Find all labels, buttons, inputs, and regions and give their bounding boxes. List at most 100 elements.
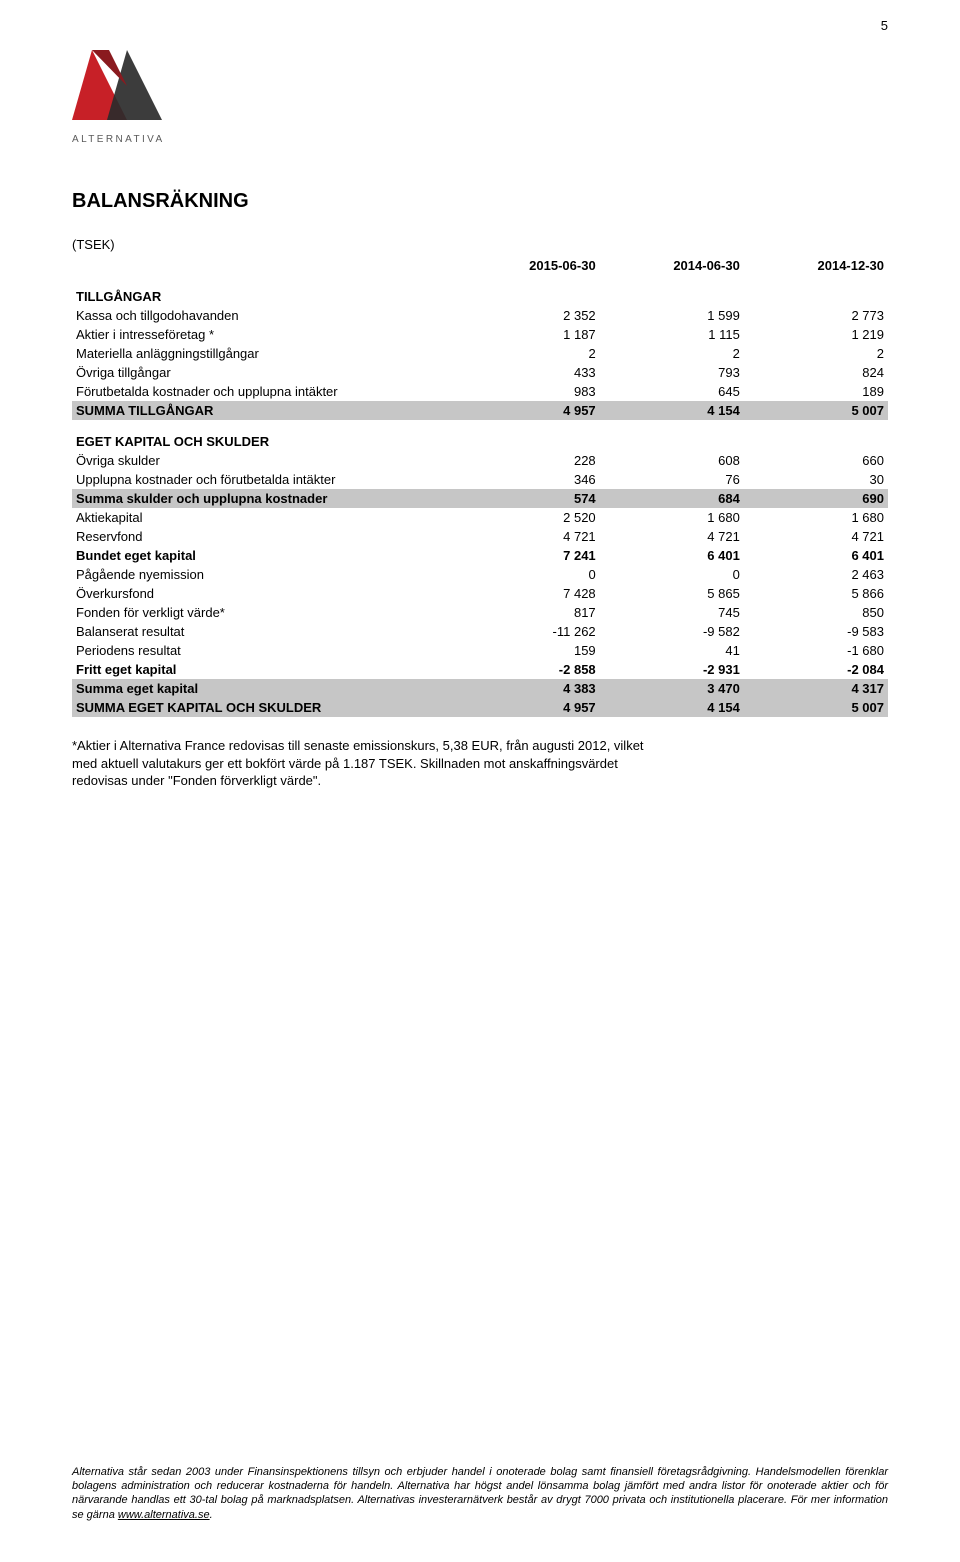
row-label: Summa skulder och upplupna kostnader bbox=[72, 489, 456, 508]
table-row: Pågående nyemission002 463 bbox=[72, 565, 888, 584]
cell-value: 2 bbox=[456, 344, 600, 363]
cell-value: 4 957 bbox=[456, 401, 600, 420]
cell-value: 4 721 bbox=[600, 527, 744, 546]
row-label: Balanserat resultat bbox=[72, 622, 456, 641]
cell-value: 4 317 bbox=[744, 679, 888, 698]
cell-value: 660 bbox=[744, 451, 888, 470]
cell-value: 2 bbox=[744, 344, 888, 363]
cell-value: 2 773 bbox=[744, 306, 888, 325]
page-title: BALANSRÄKNING bbox=[72, 190, 888, 213]
table-row: Upplupna kostnader och förutbetalda intä… bbox=[72, 470, 888, 489]
cell-value: 1 680 bbox=[744, 508, 888, 527]
cell-value: 2 520 bbox=[456, 508, 600, 527]
cell-value: 983 bbox=[456, 382, 600, 401]
cell-value bbox=[600, 275, 744, 306]
row-label: Förutbetalda kostnader och upplupna intä… bbox=[72, 382, 456, 401]
cell-value: 228 bbox=[456, 451, 600, 470]
row-label: Övriga tillgångar bbox=[72, 363, 456, 382]
row-label: EGET KAPITAL OCH SKULDER bbox=[72, 420, 456, 451]
table-row: Aktiekapital2 5201 6801 680 bbox=[72, 508, 888, 527]
col-header-empty bbox=[72, 256, 456, 275]
cell-value: -9 583 bbox=[744, 622, 888, 641]
cell-value: 159 bbox=[456, 641, 600, 660]
row-label: Upplupna kostnader och förutbetalda intä… bbox=[72, 470, 456, 489]
footnote-line: redovisas under "Fonden förverkligt värd… bbox=[72, 772, 888, 790]
table-row: Reservfond4 7214 7214 721 bbox=[72, 527, 888, 546]
row-label: Aktiekapital bbox=[72, 508, 456, 527]
cell-value: 189 bbox=[744, 382, 888, 401]
cell-value: 433 bbox=[456, 363, 600, 382]
cell-value: 608 bbox=[600, 451, 744, 470]
cell-value: 2 bbox=[600, 344, 744, 363]
table-row: Överkursfond7 4285 8655 866 bbox=[72, 584, 888, 603]
cell-value: 76 bbox=[600, 470, 744, 489]
cell-value: 30 bbox=[744, 470, 888, 489]
cell-value: 3 470 bbox=[600, 679, 744, 698]
cell-value bbox=[456, 420, 600, 451]
cell-value: -1 680 bbox=[744, 641, 888, 660]
col-header-2014-12-30: 2014-12-30 bbox=[744, 256, 888, 275]
cell-value: -2 858 bbox=[456, 660, 600, 679]
cell-value: -2 084 bbox=[744, 660, 888, 679]
cell-value bbox=[744, 275, 888, 306]
cell-value: 645 bbox=[600, 382, 744, 401]
cell-value: 574 bbox=[456, 489, 600, 508]
cell-value: 817 bbox=[456, 603, 600, 622]
table-row: Periodens resultat15941-1 680 bbox=[72, 641, 888, 660]
cell-value: 850 bbox=[744, 603, 888, 622]
cell-value: 5 865 bbox=[600, 584, 744, 603]
cell-value: 6 401 bbox=[744, 546, 888, 565]
footnote-line: med aktuell valutakurs ger ett bokfört v… bbox=[72, 755, 888, 773]
row-label: TILLGÅNGAR bbox=[72, 275, 456, 306]
row-label: Överkursfond bbox=[72, 584, 456, 603]
cell-value bbox=[744, 420, 888, 451]
currency-unit-label: (TSEK) bbox=[72, 237, 888, 252]
col-header-2014-06-30: 2014-06-30 bbox=[600, 256, 744, 275]
row-label: Summa eget kapital bbox=[72, 679, 456, 698]
table-row: Summa skulder och upplupna kostnader5746… bbox=[72, 489, 888, 508]
cell-value: 2 352 bbox=[456, 306, 600, 325]
cell-value: 4 721 bbox=[456, 527, 600, 546]
cell-value: 0 bbox=[456, 565, 600, 584]
cell-value bbox=[600, 420, 744, 451]
cell-value: 690 bbox=[744, 489, 888, 508]
table-row: Bundet eget kapital7 2416 4016 401 bbox=[72, 546, 888, 565]
row-label: Pågående nyemission bbox=[72, 565, 456, 584]
alternativa-logo-mark: ALTERNATIVA bbox=[72, 50, 182, 150]
cell-value: -11 262 bbox=[456, 622, 600, 641]
table-row: Fritt eget kapital-2 858-2 931-2 084 bbox=[72, 660, 888, 679]
cell-value: 41 bbox=[600, 641, 744, 660]
cell-value bbox=[456, 275, 600, 306]
cell-value: 0 bbox=[600, 565, 744, 584]
row-label: Fritt eget kapital bbox=[72, 660, 456, 679]
logo: ALTERNATIVA bbox=[72, 50, 182, 155]
cell-value: 4 721 bbox=[744, 527, 888, 546]
table-row: Övriga skulder228608660 bbox=[72, 451, 888, 470]
cell-value: 684 bbox=[600, 489, 744, 508]
table-row: TILLGÅNGAR bbox=[72, 275, 888, 306]
cell-value: 5 007 bbox=[744, 401, 888, 420]
cell-value: 5 007 bbox=[744, 698, 888, 717]
table-row: EGET KAPITAL OCH SKULDER bbox=[72, 420, 888, 451]
cell-value: 1 599 bbox=[600, 306, 744, 325]
cell-value: 4 383 bbox=[456, 679, 600, 698]
footnote-line: *Aktier i Alternativa France redovisas t… bbox=[72, 737, 888, 755]
table-row: SUMMA EGET KAPITAL OCH SKULDER4 9574 154… bbox=[72, 698, 888, 717]
cell-value: 1 115 bbox=[600, 325, 744, 344]
row-label: SUMMA EGET KAPITAL OCH SKULDER bbox=[72, 698, 456, 717]
table-row: SUMMA TILLGÅNGAR4 9574 1545 007 bbox=[72, 401, 888, 420]
cell-value: 824 bbox=[744, 363, 888, 382]
footer-suffix: . bbox=[210, 1509, 213, 1521]
row-label: SUMMA TILLGÅNGAR bbox=[72, 401, 456, 420]
cell-value: 793 bbox=[600, 363, 744, 382]
cell-value: 1 680 bbox=[600, 508, 744, 527]
table-row: Fonden för verkligt värde*817745850 bbox=[72, 603, 888, 622]
page-number: 5 bbox=[881, 18, 888, 33]
cell-value: 346 bbox=[456, 470, 600, 489]
table-row: Balanserat resultat-11 262-9 582-9 583 bbox=[72, 622, 888, 641]
footer-link[interactable]: www.alternativa.se bbox=[118, 1509, 210, 1521]
table-header-row: 2015-06-30 2014-06-30 2014-12-30 bbox=[72, 256, 888, 275]
cell-value: 2 463 bbox=[744, 565, 888, 584]
cell-value: 4 154 bbox=[600, 698, 744, 717]
footnote: *Aktier i Alternativa France redovisas t… bbox=[72, 737, 888, 790]
